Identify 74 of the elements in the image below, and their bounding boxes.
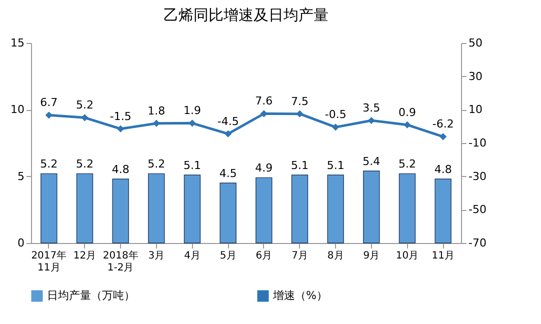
x-tick-label: 3月	[148, 250, 165, 262]
y2-tick-label: 30	[468, 70, 482, 83]
bar	[40, 173, 58, 244]
bar	[256, 177, 272, 244]
point	[440, 133, 447, 140]
data-label: 1.9	[184, 104, 201, 118]
y2-tick-label: -70	[468, 236, 486, 250]
data-label: 4.8	[112, 163, 130, 176]
y2-tick-label: -50	[468, 203, 486, 216]
bar	[112, 178, 129, 244]
data-label: 5.2	[76, 158, 94, 171]
point	[260, 110, 268, 118]
data-label: 0.9	[398, 106, 416, 119]
data-label: 5.2	[148, 158, 166, 171]
x-tick-label: 8月	[327, 250, 344, 262]
y-tick-label: 10	[10, 103, 24, 116]
y2-tick-label: 10	[468, 103, 482, 116]
x-tick-label: 6月	[256, 250, 272, 262]
x-tick-label: 10月	[396, 250, 419, 262]
y2-tick-label: -10	[468, 136, 486, 150]
bar	[363, 170, 380, 244]
point	[224, 130, 232, 138]
x-tick-label: 2018年 1-2月	[102, 250, 138, 274]
data-label: 1.8	[148, 104, 166, 118]
x-tick-label: 5月	[220, 250, 236, 262]
bar	[184, 174, 201, 244]
point	[45, 112, 52, 119]
data-label: 5.1	[291, 159, 308, 172]
data-label: 5.1	[184, 159, 201, 172]
x-tick-label: 11月	[432, 250, 454, 262]
point	[332, 124, 340, 131]
y2-tick-label: -30	[468, 170, 486, 183]
bar	[291, 174, 308, 244]
data-label: -6.2	[432, 118, 454, 131]
data-label: 5.2	[40, 158, 58, 171]
data-label: 7.5	[291, 94, 308, 108]
bar	[327, 174, 344, 244]
x-tick-label: 7月	[292, 250, 308, 262]
data-label: -1.5	[110, 110, 132, 123]
bar	[220, 182, 236, 244]
bar	[148, 173, 165, 244]
point	[81, 114, 88, 122]
legend-label: 增速（%）	[272, 289, 328, 302]
data-label: 5.2	[76, 98, 94, 112]
x-tick-label: 2017年 11月	[31, 250, 67, 274]
data-label: 7.6	[255, 94, 273, 108]
data-label: 4.5	[219, 167, 237, 180]
x-tick-label: 9月	[363, 250, 380, 262]
y-tick-label: 15	[10, 36, 24, 50]
data-label: 3.5	[362, 102, 380, 114]
data-label: -0.5	[324, 108, 346, 122]
data-label: 4.9	[255, 162, 273, 175]
x-tick-label: 4月	[184, 250, 200, 262]
point	[368, 116, 375, 124]
y-tick-label: 5	[18, 170, 24, 183]
chart-title: 乙烯同比增速及日均产量	[164, 6, 328, 24]
bar	[76, 173, 94, 244]
point	[188, 120, 196, 127]
bar	[434, 178, 452, 244]
y-tick-label: 0	[18, 236, 24, 250]
legend-label: 日均产量（万吨）	[47, 289, 135, 302]
data-label: 4.8	[434, 163, 452, 176]
point	[152, 120, 160, 127]
data-label: -4.5	[217, 114, 239, 128]
point	[296, 110, 304, 118]
data-label: 6.7	[40, 96, 58, 110]
data-label: 5.4	[362, 155, 380, 168]
point	[404, 121, 411, 128]
data-label: 5.2	[398, 158, 416, 171]
point	[117, 125, 124, 132]
x-tick-label: 12月	[73, 250, 96, 262]
data-label: 5.1	[326, 159, 344, 172]
y2-tick-label: 50	[468, 36, 482, 50]
bar	[398, 173, 416, 244]
